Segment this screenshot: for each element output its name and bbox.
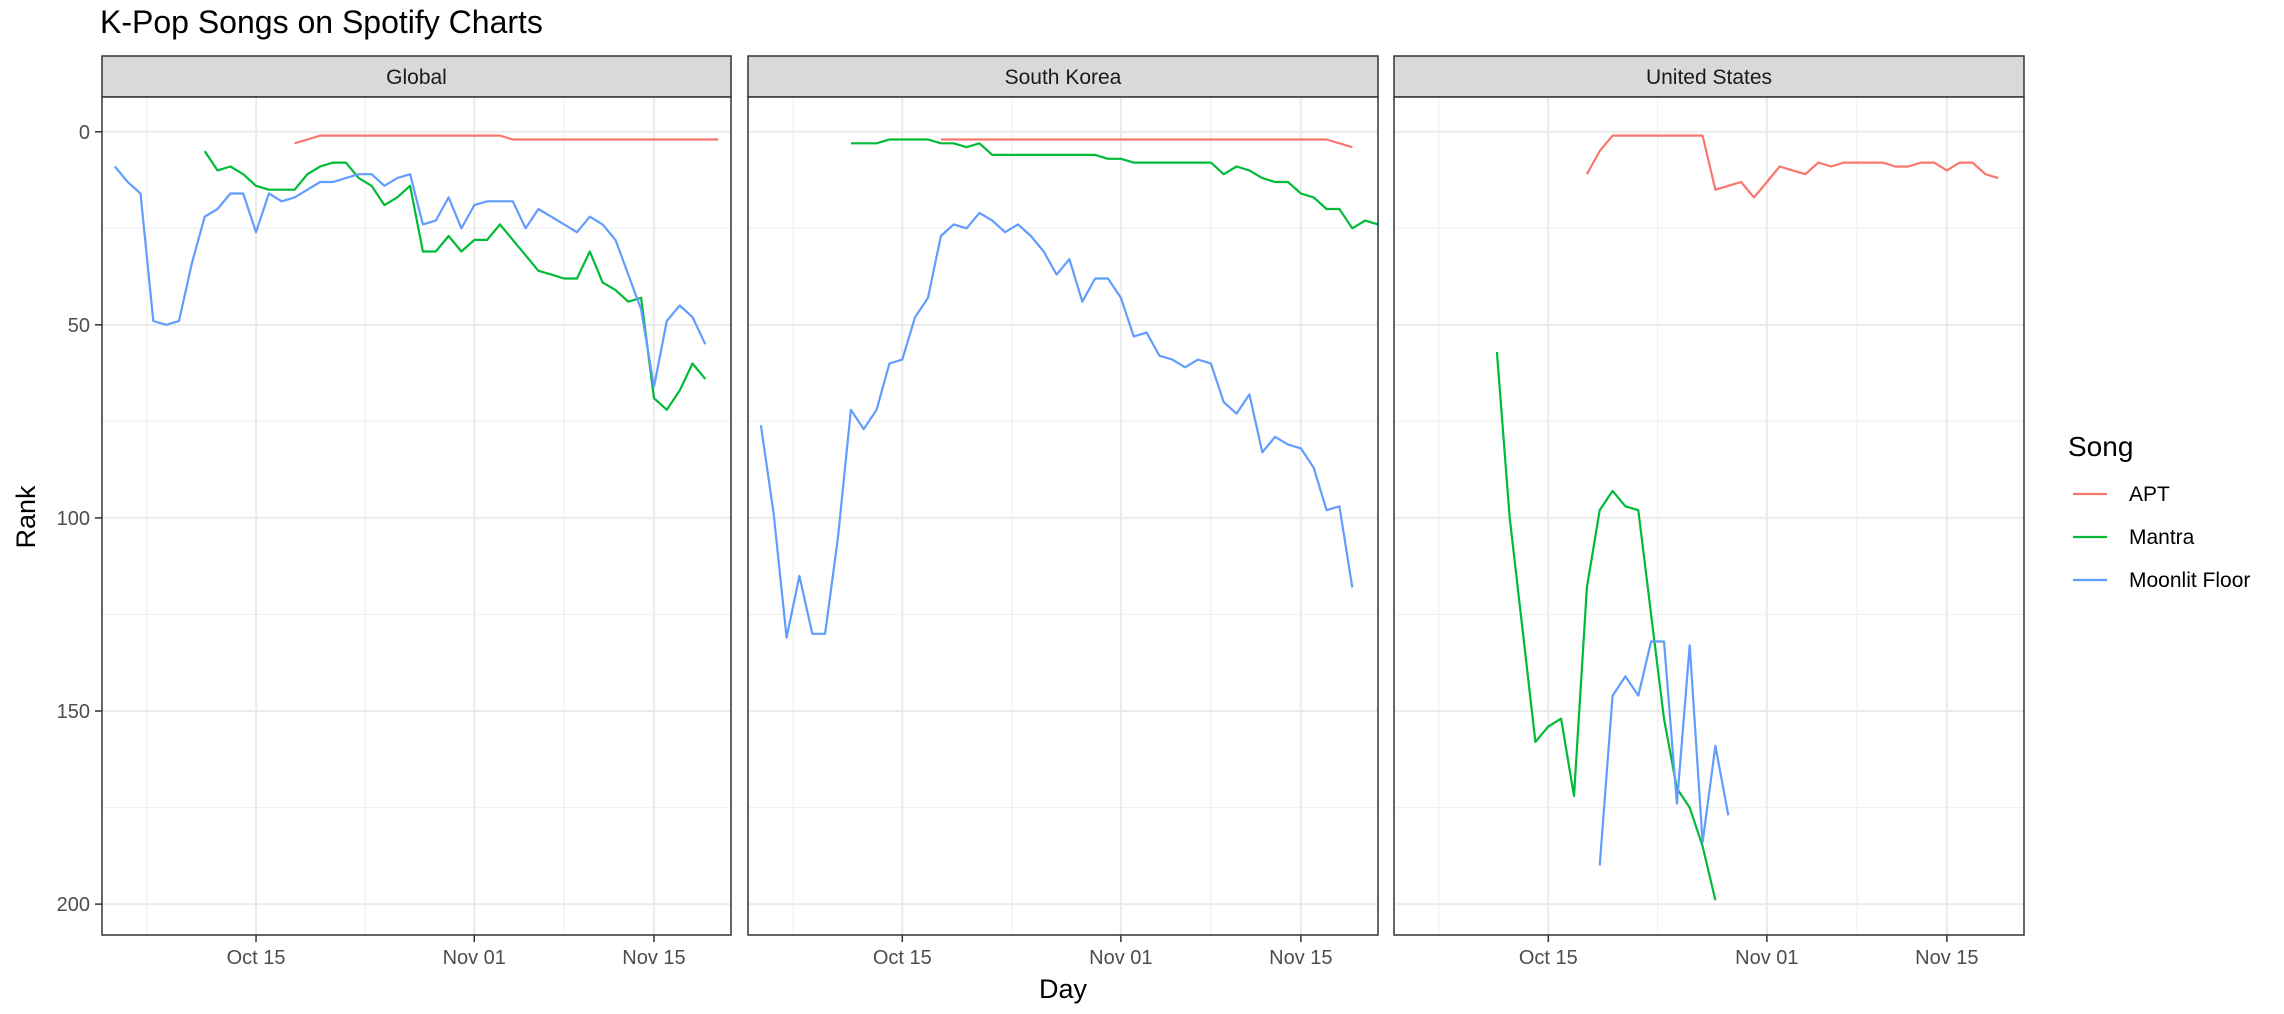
chart-title: K-Pop Songs on Spotify Charts <box>100 4 543 40</box>
facet-panel-global: Global Oct 15 Nov 01 Nov 15 <box>101 55 732 969</box>
series-line-moonlit-floor <box>759 211 1354 639</box>
x-axis-title: Day <box>1039 974 1088 1004</box>
panel-border <box>747 96 1379 936</box>
series-line-moonlit-floor <box>113 165 707 388</box>
x-tick-label: Oct 15 <box>227 947 286 969</box>
panel-border <box>1393 96 2025 936</box>
series-line-mantra <box>850 138 1379 230</box>
facet-strip <box>1393 55 2025 98</box>
facet-strip-label: South Korea <box>1005 66 1122 89</box>
legend-label: APT <box>2129 483 2170 506</box>
y-tick-label: 150 <box>57 701 90 723</box>
facet-strip <box>101 55 732 98</box>
y-tick-label: 200 <box>57 894 90 916</box>
x-tick-label: Oct 15 <box>873 947 932 969</box>
x-tick-label: Nov 15 <box>1269 947 1332 969</box>
plot-background <box>1394 97 2024 935</box>
series-line-moonlit-floor <box>1598 640 1730 866</box>
series-line-apt <box>294 134 719 145</box>
facet-panel-south-korea: South Korea Oct 15 Nov 01 Nov 15 <box>747 55 1379 969</box>
legend-label: Mantra <box>2129 526 2195 549</box>
legend-label: Moonlit Floor <box>2129 569 2250 592</box>
y-axis-title: Rank <box>11 485 41 549</box>
x-tick-label: Nov 15 <box>1915 947 1978 969</box>
legend: Song APT Mantra Moonlit Floor <box>2068 431 2250 592</box>
x-tick-label: Nov 01 <box>1089 947 1152 969</box>
x-tick-label: Nov 01 <box>443 947 506 969</box>
y-tick-label: 50 <box>68 315 90 337</box>
plot-background <box>748 97 1378 935</box>
facet-strip-label: Global <box>386 66 447 89</box>
plot-background <box>102 97 731 935</box>
facet-strip-label: United States <box>1646 66 1772 89</box>
legend-title: Song <box>2068 431 2133 462</box>
series-line-mantra <box>203 150 707 411</box>
facet-panel-united-states: United States Oct 15 Nov 01 Nov 15 <box>1393 55 2025 969</box>
x-tick-label: Nov 15 <box>622 947 685 969</box>
y-tick-label: 0 <box>79 122 90 144</box>
y-tick-label: 100 <box>57 508 90 530</box>
series-line-apt <box>940 138 1353 149</box>
x-tick-label: Nov 01 <box>1735 947 1798 969</box>
facet-strip <box>747 55 1379 98</box>
panel-border <box>101 96 732 936</box>
series-line-apt <box>1585 134 1999 199</box>
series-line-mantra <box>1495 351 1717 901</box>
x-tick-label: Oct 15 <box>1519 947 1578 969</box>
